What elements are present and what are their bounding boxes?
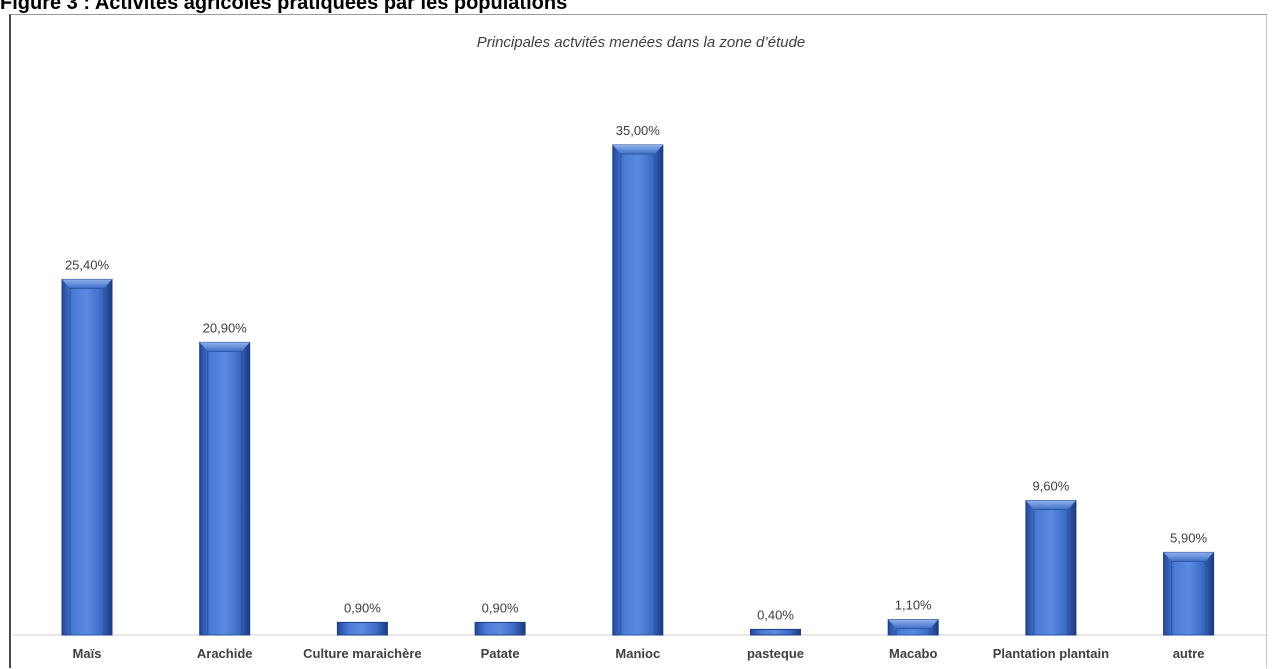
bar-group: 20,90% Arachide bbox=[197, 320, 253, 661]
bar-value-label: 0,90% bbox=[344, 600, 381, 615]
x-tick-label: autre bbox=[1173, 646, 1205, 661]
x-tick-label: Patate bbox=[481, 646, 520, 661]
bar-value-label: 0,90% bbox=[482, 600, 519, 615]
bar-inner-panel bbox=[69, 287, 105, 636]
bar-value-label: 20,90% bbox=[203, 320, 248, 335]
bar-inner-panel bbox=[1171, 560, 1207, 636]
bar-group: 0,90% Culture maraichère bbox=[303, 600, 422, 661]
bar-value-label: 35,00% bbox=[616, 123, 661, 138]
bars-layer: 25,40% Maïs 20,90% Arachide 0,90% Culture mar… bbox=[61, 123, 1215, 661]
document-heading-text: Figure 3 : Activités agricoles pratiquée… bbox=[0, 0, 568, 14]
bar-group: 0,40% pasteque bbox=[747, 607, 804, 661]
x-tick-label: pasteque bbox=[747, 646, 804, 661]
bar-inner-panel bbox=[1033, 509, 1069, 636]
bar-group: 1,10% Macabo bbox=[887, 598, 939, 661]
x-tick-label: Manioc bbox=[615, 646, 660, 661]
x-tick-label: Maïs bbox=[73, 646, 102, 661]
bar-bevel bbox=[1163, 552, 1214, 562]
bar-bevel bbox=[1025, 500, 1076, 510]
bar-group: 25,40% Maïs bbox=[61, 257, 113, 661]
bar-inner-panel bbox=[620, 153, 656, 636]
chart-frame: Principales actvités menées dans la zone… bbox=[9, 14, 1267, 668]
bar-value-label: 25,40% bbox=[65, 257, 110, 272]
x-tick-label: Macabo bbox=[889, 646, 937, 661]
bar-chart: Principales actvités menées dans la zone… bbox=[13, 34, 1267, 661]
bar-value-label: 5,90% bbox=[1170, 530, 1207, 545]
bar-group: 35,00% Manioc bbox=[612, 123, 664, 661]
bar-inner-panel bbox=[895, 628, 931, 636]
document-heading: Figure 3 : Activités agricoles pratiquée… bbox=[0, 0, 1272, 14]
bar-group: 9,60% Plantation plantain bbox=[993, 479, 1109, 661]
bar-bevel bbox=[199, 342, 250, 352]
x-tick-label: Arachide bbox=[197, 646, 253, 661]
x-tick-label: Culture maraichère bbox=[303, 646, 422, 661]
bar-group: 0,90% Patate bbox=[474, 600, 526, 661]
bar bbox=[336, 621, 388, 636]
bar-group: 5,90% autre bbox=[1163, 530, 1215, 661]
x-tick-label: Plantation plantain bbox=[993, 646, 1109, 661]
bar bbox=[750, 628, 801, 636]
chart-title: Principales actvités menées dans la zone… bbox=[477, 34, 806, 51]
bar-value-label: 1,10% bbox=[895, 598, 932, 613]
bar-inner-panel bbox=[207, 350, 243, 636]
bar-bevel bbox=[62, 279, 112, 289]
bar-bevel bbox=[612, 145, 663, 154]
bar-value-label: 9,60% bbox=[1032, 479, 1069, 494]
bar-value-label: 0,40% bbox=[757, 607, 794, 622]
bar-bevel bbox=[888, 619, 939, 629]
bar bbox=[474, 621, 526, 636]
